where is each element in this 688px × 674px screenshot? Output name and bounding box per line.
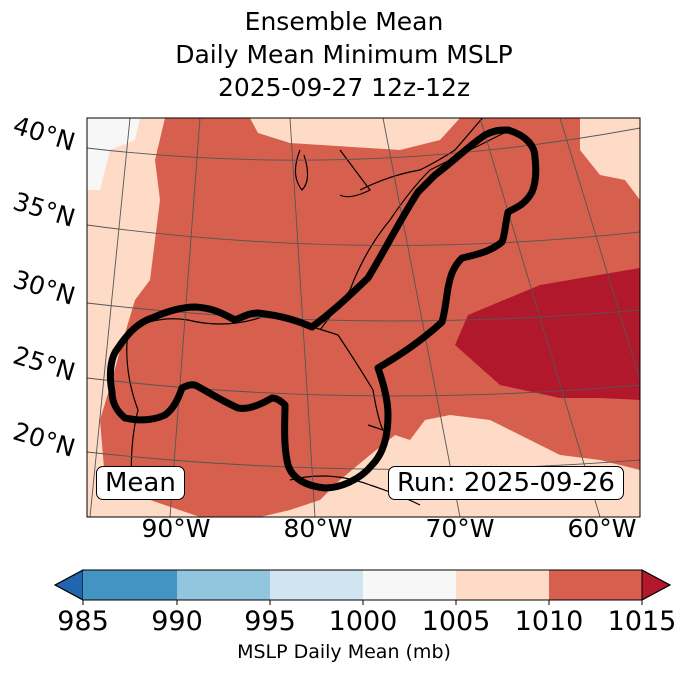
mean-label-box: Mean <box>96 466 185 500</box>
colorbar-ticks <box>82 600 643 605</box>
title-line-1: Ensemble Mean <box>244 7 444 36</box>
colorbar-over-arrow <box>641 569 672 601</box>
colorbar-tick-label: 1000 <box>328 606 398 637</box>
colorbar-tick-label: 995 <box>244 606 296 637</box>
colorbar <box>53 569 672 605</box>
colorbar-label: MSLP Daily Mean (mb) <box>237 641 451 663</box>
mslp-1015-region <box>455 268 640 400</box>
colorbar-segment-1010 <box>549 570 642 600</box>
colorbar-segment-990 <box>177 570 270 600</box>
lon-label-90w: 90°W <box>141 514 211 543</box>
title-line-3: 2025-09-27 12z-12z <box>217 73 471 102</box>
longitude-gridlines <box>89 118 640 517</box>
colorbar-tick-label: 1010 <box>514 606 584 637</box>
colorbar-segment-1005 <box>456 570 549 600</box>
lon-label-60w: 60°W <box>567 514 637 543</box>
colorbar-segment-1000 <box>363 570 456 600</box>
colorbar-tick-label: 985 <box>57 606 109 637</box>
title-line-2: Daily Mean Minimum MSLP <box>175 40 513 69</box>
colorbar-segment-985 <box>83 570 177 600</box>
colorbar-under-arrow <box>53 569 84 601</box>
colorbar-tick-label: 990 <box>151 606 203 637</box>
map-frame <box>86 117 641 518</box>
run-date-box: Run: 2025-09-26 <box>388 466 624 500</box>
colorbar-tick-label: 1015 <box>607 606 677 637</box>
lon-label-80w: 80°W <box>283 514 353 543</box>
low-pressure-patch <box>87 118 140 190</box>
probability-contour <box>106 126 540 492</box>
colorbar-tick-label: 1005 <box>421 606 491 637</box>
colorbar-segment-995 <box>270 570 363 600</box>
lon-label-70w: 70°W <box>425 514 495 543</box>
